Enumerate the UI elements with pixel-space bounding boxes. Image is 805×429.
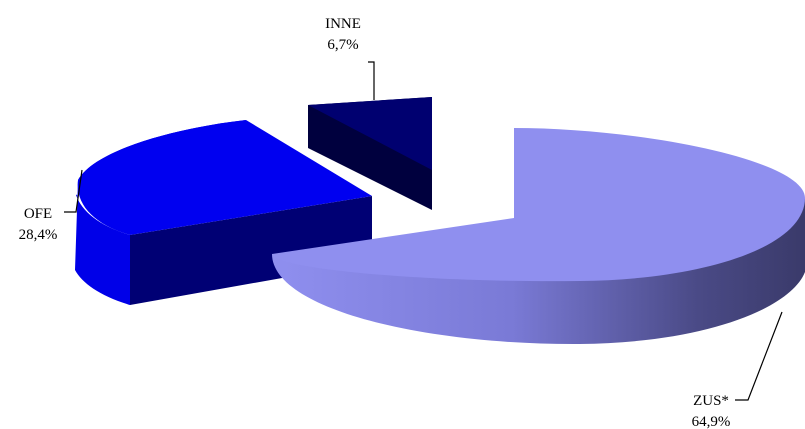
slice-zus-side [272,198,805,345]
slice-inne-top [308,97,432,170]
slice-inne [308,97,432,210]
label-zus-category: ZUS* [693,393,729,409]
data-labels: INNE 6,7% OFE 28,4% ZUS* 64,9% [19,16,731,429]
leader-line-inne [368,61,375,100]
leader-line-ofe [64,169,83,213]
label-inne-category: INNE [325,16,361,32]
leader-line-zus [735,311,783,401]
label-inne-value: 6,7% [327,37,358,53]
slice-ofe-cut-side [130,196,372,305]
label-ofe-value: 28,4% [19,227,58,243]
slice-zus-top [272,128,805,282]
leader-lines [64,61,783,401]
slice-zus [272,128,805,345]
label-ofe-category: OFE [24,206,52,222]
label-zus-value: 64,9% [692,414,731,429]
slice-ofe [75,120,373,305]
slice-ofe-top [77,120,373,235]
